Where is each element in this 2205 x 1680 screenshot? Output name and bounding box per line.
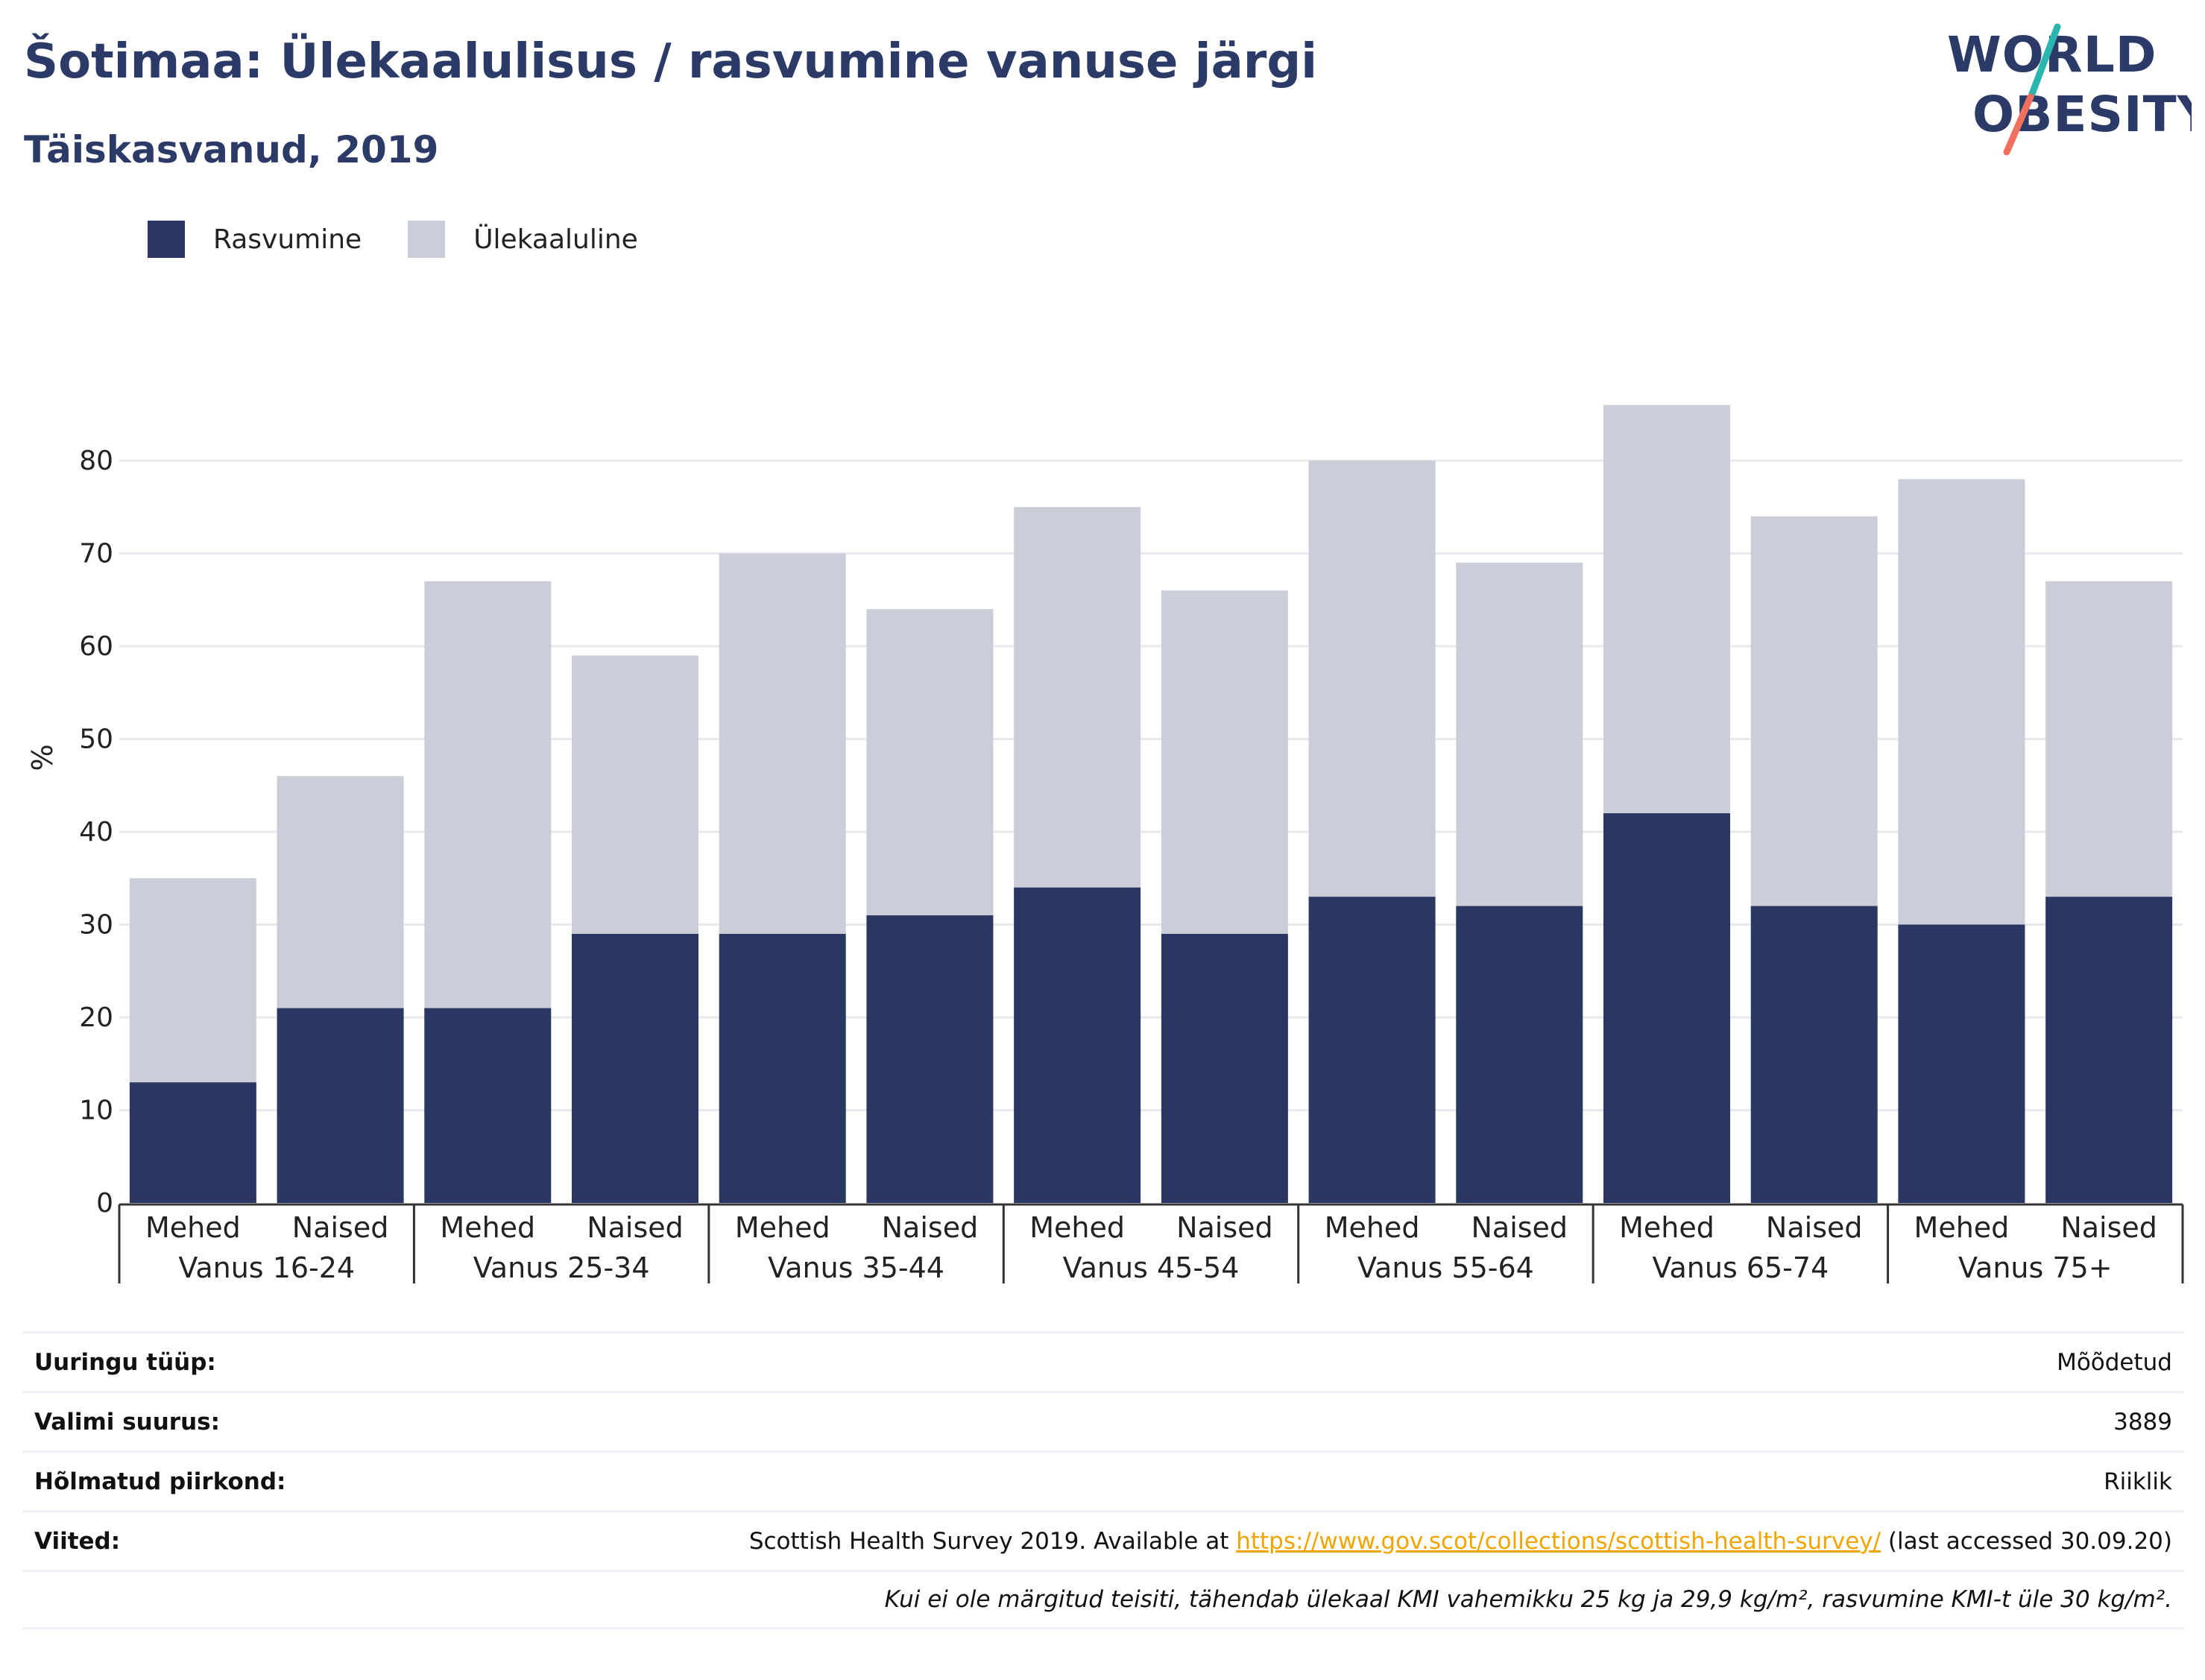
references-prefix: Scottish Health Survey 2019. Available a… (748, 1527, 1237, 1555)
legend-label-overweight: Ülekaaluline (473, 224, 638, 255)
bar-overweight[interactable] (2045, 581, 2173, 897)
definition-note: Kui ei ole märgitud teisiti, tähendab ül… (884, 1586, 2172, 1613)
bar-obesity[interactable] (1456, 906, 1583, 1203)
info-value-sample-size: 3889 (2113, 1408, 2172, 1436)
info-label-references: Viited: (34, 1527, 121, 1555)
group-label: Vanus 55-64 (1357, 1251, 1534, 1284)
legend-item-obesity[interactable]: Rasvumine (148, 221, 362, 258)
x-tick-label: Mehed (145, 1211, 241, 1244)
references-suffix: (last accessed 30.09.20) (1881, 1527, 2172, 1555)
bar-obesity[interactable] (129, 1082, 256, 1203)
x-tick-label: Naised (1766, 1211, 1863, 1244)
group-label: Vanus 16-24 (178, 1251, 355, 1284)
info-label-survey-type: Uuringu tüüp: (34, 1348, 216, 1376)
bar-obesity[interactable] (572, 933, 698, 1203)
bar-obesity[interactable] (424, 1008, 552, 1203)
y-tick-label: 10 (79, 1096, 113, 1126)
bar-overweight[interactable] (424, 581, 552, 1008)
info-row-references: Viited: Scottish Health Survey 2019. Ava… (22, 1510, 2184, 1570)
y-tick-label: 50 (79, 724, 113, 755)
bar-obesity[interactable] (1161, 933, 1288, 1203)
y-axis-label: % (26, 744, 59, 771)
x-tick-label: Mehed (1619, 1211, 1715, 1244)
bar-overweight[interactable] (1161, 590, 1288, 934)
bar-obesity[interactable] (1898, 924, 2025, 1204)
bar-obesity[interactable] (1750, 906, 1878, 1203)
info-value-region: Riiklik (2104, 1468, 2172, 1495)
world-obesity-logo: WORLD OBESITY (1947, 23, 2192, 156)
info-table: Uuringu tüüp: Mõõdetud Valimi suurus: 38… (22, 1331, 2184, 1629)
stacked-bar-chart: 0 10 20 30 40 50 60 70 80% Mehed Naised Mehed Naised… (26, 405, 2184, 1284)
y-tick-label: 20 (79, 1002, 113, 1033)
group-label: Vanus 35-44 (768, 1251, 944, 1284)
info-row-note: Kui ei ole märgitud teisiti, tähendab ül… (22, 1570, 2184, 1629)
bar-overweight[interactable] (1898, 479, 2025, 925)
x-tick-label: Mehed (1029, 1211, 1125, 1244)
info-value-survey-type: Mõõdetud (2057, 1348, 2172, 1376)
legend-label-obesity: Rasvumine (213, 224, 362, 255)
x-tick-label: Mehed (440, 1211, 535, 1244)
x-tick-label: Naised (882, 1211, 979, 1244)
legend-swatch-obesity (148, 221, 185, 258)
logo-text-obesity: OBESITY (1972, 86, 2192, 143)
info-row-survey-type: Uuringu tüüp: Mõõdetud (22, 1331, 2184, 1391)
legend-swatch-overweight (408, 221, 446, 258)
bar-obesity[interactable] (1603, 813, 1730, 1203)
legend-item-overweight[interactable]: Ülekaaluline (408, 221, 638, 258)
group-label: Vanus 65-74 (1652, 1251, 1829, 1284)
bar-overweight[interactable] (1308, 461, 1436, 897)
x-tick-label: Naised (292, 1211, 389, 1244)
x-tick-label: Mehed (735, 1211, 830, 1244)
y-tick-label: 80 (79, 446, 113, 476)
bar-overweight[interactable] (1750, 516, 1878, 906)
references-link[interactable]: https://www.gov.scot/collections/scottis… (1236, 1527, 1881, 1555)
logo-slash-coral (2003, 93, 2034, 156)
y-tick-label: 0 (96, 1188, 113, 1219)
y-tick-label: 30 (79, 910, 113, 941)
bar-overweight[interactable] (572, 655, 698, 934)
bar-obesity[interactable] (866, 915, 994, 1203)
info-value-references: Scottish Health Survey 2019. Available a… (749, 1528, 2172, 1555)
group-label: Vanus 75+ (1958, 1251, 2113, 1284)
bar-overweight[interactable] (866, 609, 994, 916)
page-subtitle: Täiskasvanud, 2019 (24, 128, 439, 171)
x-tick-label: Naised (2060, 1211, 2157, 1244)
info-row-region: Hõlmatud piirkond: Riiklik (22, 1450, 2184, 1510)
group-label: Vanus 25-34 (473, 1251, 650, 1284)
bar-overweight[interactable] (1014, 507, 1141, 888)
bar-overweight[interactable] (1456, 562, 1583, 906)
group-label: Vanus 45-54 (1063, 1251, 1240, 1284)
x-tick-label: Mehed (1325, 1211, 1420, 1244)
info-label-region: Hõlmatud piirkond: (34, 1468, 286, 1495)
info-row-sample-size: Valimi suurus: 3889 (22, 1391, 2184, 1450)
info-label-sample-size: Valimi suurus: (34, 1408, 220, 1436)
logo-slash-teal (2028, 23, 2061, 98)
bar-obesity[interactable] (2045, 897, 2173, 1203)
chart-legend: Rasvumine Ülekaaluline (148, 221, 684, 258)
bar-obesity[interactable] (1308, 897, 1436, 1203)
x-tick-label: Naised (1176, 1211, 1273, 1244)
bar-obesity[interactable] (1014, 887, 1141, 1203)
y-tick-label: 60 (79, 631, 113, 662)
x-tick-label: Mehed (1914, 1211, 2010, 1244)
bar-overweight[interactable] (1603, 405, 1730, 814)
bar-overweight[interactable] (129, 878, 256, 1083)
page-title: Šotimaa: Ülekaalulisus / rasvumine vanus… (24, 34, 1318, 89)
bar-overweight[interactable] (719, 553, 846, 934)
bar-obesity[interactable] (719, 933, 846, 1203)
y-tick-label: 70 (79, 539, 113, 569)
x-tick-label: Naised (1471, 1211, 1568, 1244)
bar-overweight[interactable] (277, 776, 404, 1008)
x-tick-label: Naised (587, 1211, 684, 1244)
bar-obesity[interactable] (277, 1008, 404, 1203)
y-tick-label: 40 (79, 817, 113, 847)
